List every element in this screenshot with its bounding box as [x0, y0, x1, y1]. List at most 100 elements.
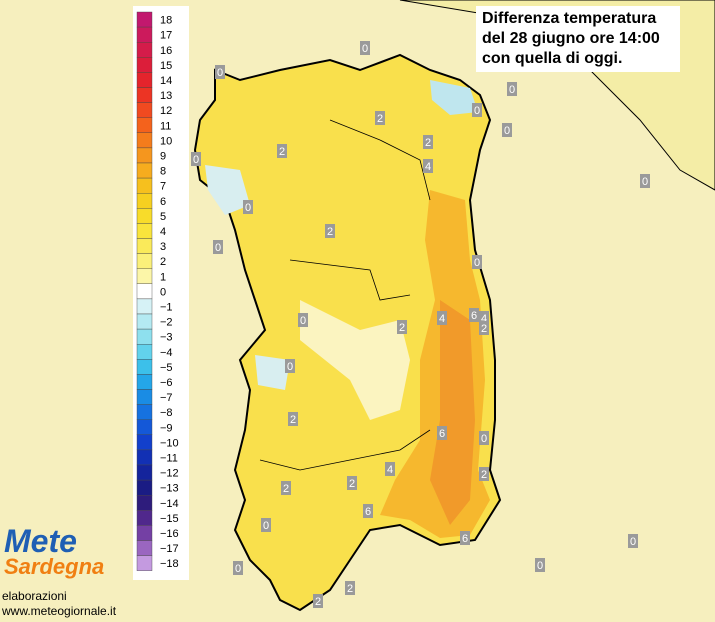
label-box [469, 308, 479, 322]
legend-swatch [136, 102, 153, 118]
contour-label: 4 [439, 313, 445, 325]
label-box [233, 561, 243, 575]
legend-swatch [136, 192, 153, 209]
legend-label: 17 [160, 30, 172, 42]
legend-swatch [136, 479, 153, 496]
label-box [285, 359, 295, 373]
legend-label: 16 [160, 45, 172, 57]
label-box [345, 581, 355, 595]
label-box [472, 103, 482, 117]
legend-swatch [136, 374, 153, 390]
title-line: con quella di oggi. [482, 50, 623, 67]
contour-label: 0 [215, 242, 221, 254]
legend: 1817161514131211109876543210−1−2−3−4−5−6… [133, 6, 189, 580]
legend-label: 6 [160, 196, 166, 208]
legend-swatch [136, 510, 153, 526]
legend-label: −9 [160, 422, 173, 434]
contour-label: 2 [481, 469, 487, 481]
contour-label: 2 [481, 323, 487, 335]
title-line: del 28 giugno ore 14:00 [482, 30, 660, 47]
legend-label: 8 [160, 166, 166, 178]
contour-label: 6 [471, 310, 477, 322]
legend-label: −16 [160, 528, 179, 540]
label-box [243, 200, 253, 214]
contour-label: 0 [504, 125, 510, 137]
legend-swatch [136, 26, 153, 43]
legend-swatch [136, 253, 153, 269]
contour-label: 2 [349, 478, 355, 490]
legend-label: −1 [160, 301, 173, 313]
label-box [437, 311, 447, 325]
legend-label: −10 [160, 437, 179, 449]
legend-swatch [136, 419, 153, 436]
legend-label: 18 [160, 15, 172, 27]
title: Differenza temperatura del 28 giugno ore… [476, 6, 680, 72]
contour-label: 0 [474, 105, 480, 117]
label-box [437, 426, 447, 440]
label-box [628, 534, 638, 548]
contour-label: 0 [245, 202, 251, 214]
province-border [259, 119, 431, 471]
contour-label: 2 [399, 322, 405, 334]
legend-label: −15 [160, 513, 179, 525]
title-line: Differenza temperatura [482, 10, 657, 27]
label-box [277, 144, 287, 158]
contour-label: 4 [425, 161, 431, 173]
legend-swatch [136, 344, 153, 360]
contour-label: 0 [263, 520, 269, 532]
legend-swatch [136, 449, 153, 466]
label-box [472, 255, 482, 269]
legend-label: 1 [160, 271, 166, 283]
contour-label: 0 [509, 84, 515, 96]
label-box [479, 431, 489, 445]
legend-label: −8 [160, 407, 173, 419]
legend-swatch [136, 208, 153, 224]
label-box [298, 313, 308, 327]
legend-label: −7 [160, 392, 173, 404]
contour-label: 2 [327, 226, 333, 238]
legend-swatch [136, 525, 153, 541]
contour-label: 0 [537, 560, 543, 572]
label-box [281, 481, 291, 495]
label-box [479, 467, 489, 481]
contour-label: 0 [300, 315, 306, 327]
contour-label: 0 [481, 433, 487, 445]
contour-label: 0 [193, 154, 199, 166]
contour-label: 0 [287, 361, 293, 373]
label-box [423, 159, 433, 173]
contour-label: 4 [387, 464, 393, 476]
legend-label: 3 [160, 241, 166, 253]
legend-label: 15 [160, 60, 172, 72]
legend-label: 11 [160, 120, 171, 132]
legend-label: −11 [160, 452, 178, 464]
cool-area [205, 165, 250, 215]
legend-swatch [136, 328, 153, 345]
legend-label: −2 [160, 317, 173, 329]
legend-label: −6 [160, 377, 173, 389]
legend-label: 12 [160, 105, 172, 117]
label-box [640, 174, 650, 188]
label-box [375, 111, 385, 125]
contour-label: 0 [630, 536, 636, 548]
hot-area [430, 300, 475, 525]
legend-label: 13 [160, 90, 172, 102]
label-box [347, 476, 357, 490]
legend-label: −18 [160, 558, 179, 570]
legend-label: 10 [160, 135, 172, 147]
legend-swatch [136, 223, 153, 239]
legend-swatch [136, 72, 153, 88]
legend-swatch [136, 11, 153, 28]
legend-swatch [136, 177, 153, 194]
legend-swatch [136, 132, 153, 149]
contour-label: 2 [347, 583, 353, 595]
legend-label: −14 [160, 498, 179, 510]
legend-label: 2 [160, 256, 166, 268]
logo-text: Sardegna [4, 554, 105, 579]
label-box [535, 558, 545, 572]
label-box [313, 594, 323, 608]
legend-swatch [136, 434, 153, 451]
contour-label: 4 [481, 313, 487, 325]
legend-label: 4 [160, 226, 166, 238]
